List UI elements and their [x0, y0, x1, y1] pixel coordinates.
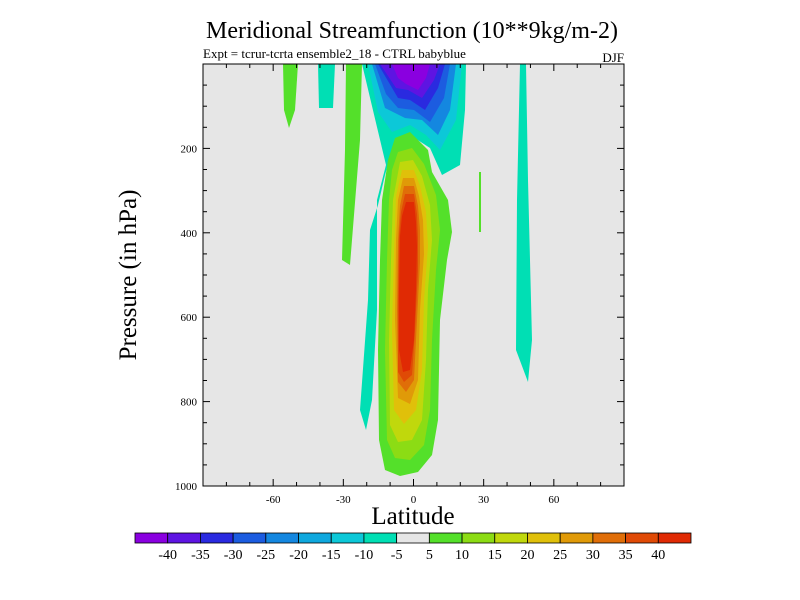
x-axis-title: Latitude	[371, 503, 454, 530]
colorbar-box	[134, 532, 169, 544]
colorbar-box	[461, 532, 496, 544]
colorbar-label: 10	[455, 548, 469, 563]
contour-neg-streak-left	[283, 64, 298, 128]
x-tick-label: -30	[336, 494, 351, 506]
colorbar-box	[559, 532, 594, 544]
colorbar-box	[428, 532, 463, 544]
colorbar-label: 5	[426, 548, 433, 563]
contour-green-column	[342, 64, 362, 265]
contour-neg-40	[392, 64, 430, 90]
colorbar-label: 30	[586, 548, 600, 563]
x-tick-label: 0	[411, 494, 417, 506]
chart-subtitle-right: DJF	[602, 50, 624, 65]
colorbar-box	[200, 532, 234, 544]
x-tick-label: 30	[478, 494, 490, 506]
contour-right-green-sliver	[479, 172, 481, 232]
colorbar-box	[625, 532, 659, 544]
colorbar-box	[298, 532, 332, 544]
colorbar-label: -25	[256, 548, 275, 563]
colorbar-box	[232, 532, 267, 544]
colorbar-box	[657, 532, 692, 544]
colorbar-label: 25	[553, 548, 567, 563]
colorbar-box	[167, 532, 201, 544]
x-axis-ticks: -60 -30 0 30 60	[225, 64, 602, 506]
colorbar-label: -30	[224, 548, 243, 563]
colorbar-box	[330, 532, 365, 544]
y-tick-label: 400	[181, 228, 198, 240]
y-tick-label: 600	[181, 312, 198, 324]
colorbar-label: 20	[520, 548, 534, 563]
chart-title: Meridional Streamfunction (10**9kg/m-2)	[206, 18, 618, 44]
contour-fills	[283, 64, 532, 476]
colorbar-label: -40	[158, 548, 177, 563]
y-tick-label: 800	[181, 397, 198, 409]
x-tick-label: 60	[548, 494, 560, 506]
colorbar-box	[265, 532, 299, 544]
colorbar-label: -35	[191, 548, 210, 563]
chart-subtitle-left: Expt = tcrur-tcrta ensemble2_18 - CTRL b…	[203, 46, 466, 61]
colorbar-box	[494, 532, 528, 544]
colorbar-label: -20	[289, 548, 308, 563]
contour-right-teal-column	[516, 64, 532, 382]
colorbar-box	[527, 532, 561, 544]
colorbar-box	[396, 532, 430, 544]
y-axis-ticks: 200 400 600 800 1000	[175, 63, 624, 493]
y-tick-label: 1000	[175, 481, 198, 493]
contour-neg-streak-teal	[318, 64, 335, 108]
colorbar-box	[592, 532, 626, 544]
colorbar-label: -10	[355, 548, 374, 563]
colorbar-label: 40	[651, 548, 665, 563]
colorbar-label: -5	[391, 548, 403, 563]
contour-neg-outer	[360, 64, 466, 430]
x-tick-label: -60	[266, 494, 281, 506]
y-axis-title: Pressure (in hPa)	[115, 190, 142, 361]
colorbar-label: 35	[619, 548, 633, 563]
contour-pos-40	[399, 202, 417, 372]
y-tick-label: 200	[181, 143, 198, 155]
colorbar-box	[363, 532, 398, 544]
colorbar-label: -15	[322, 548, 341, 563]
colorbar-label: 15	[488, 548, 502, 563]
colorbar: -40 -35 -30 -25 -20 -15 -10 -5 5 10 15 20 25 30 35 40	[134, 532, 692, 563]
